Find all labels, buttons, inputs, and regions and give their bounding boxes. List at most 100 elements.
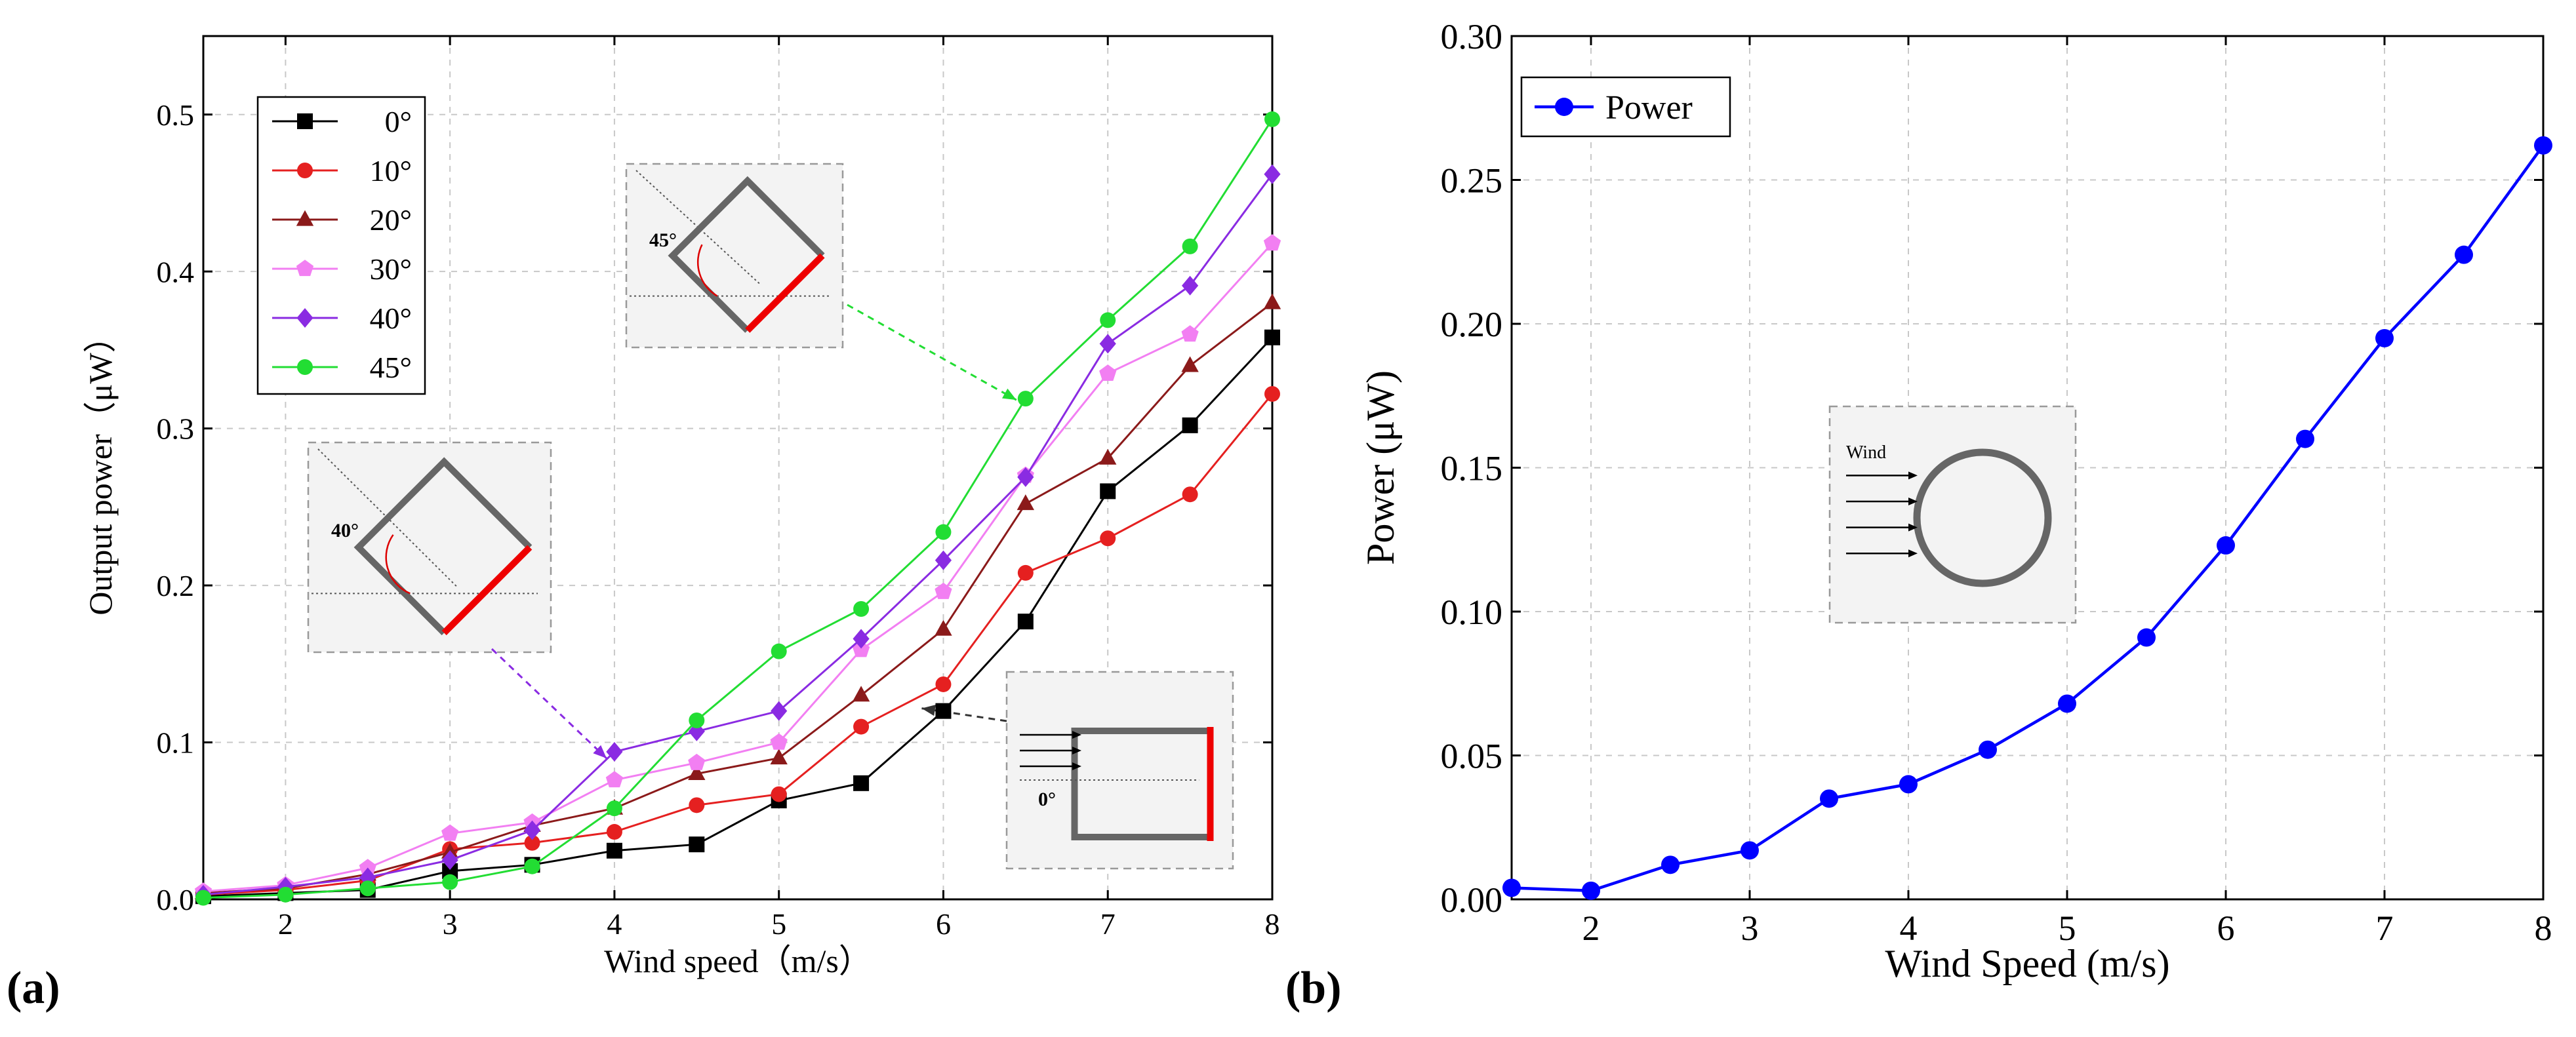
- data-point: [1099, 334, 1116, 354]
- x-tick-label: 4: [1900, 909, 1918, 948]
- data-point: [1017, 391, 1034, 407]
- wind-arrow-head: [1072, 731, 1081, 739]
- legend-marker: [297, 163, 313, 178]
- data-point: [853, 718, 870, 735]
- data-point: [688, 753, 706, 770]
- x-tick-label: 5: [2059, 909, 2076, 948]
- data-point: [935, 550, 952, 570]
- legend-label: 45°: [370, 351, 412, 384]
- x-tick-label: 3: [1741, 909, 1759, 948]
- x-tick-label: 4: [607, 907, 622, 941]
- inset-45: 45°: [625, 163, 844, 349]
- data-point: [1264, 164, 1281, 184]
- y-tick-label: 0.30: [1441, 17, 1503, 56]
- data-point: [606, 842, 622, 859]
- data-point: [1264, 111, 1280, 127]
- legend-box: [256, 96, 426, 395]
- data-point: [441, 850, 458, 871]
- legend-item: 10°: [272, 154, 412, 187]
- data-point: [1017, 467, 1034, 487]
- data-point: [2534, 136, 2552, 155]
- y-tick-label: 0.20: [1441, 305, 1503, 344]
- x-tick-label: 2: [278, 907, 293, 941]
- inset-red-side: [745, 253, 825, 333]
- data-point: [524, 858, 540, 874]
- inset-square: [353, 457, 533, 636]
- inset-red-side: [441, 545, 533, 636]
- data-point: [1582, 881, 1600, 900]
- inset-pointer-arrow: [491, 648, 607, 759]
- legend-label: 0°: [385, 105, 412, 138]
- series-40°: [195, 164, 1281, 905]
- legend-label: 30°: [370, 252, 412, 286]
- x-tick-label: 7: [2376, 909, 2394, 948]
- wind-arrow-head: [1908, 471, 1918, 480]
- data-point: [442, 874, 458, 890]
- data-point: [1502, 878, 1521, 897]
- legend-marker: [1555, 98, 1573, 116]
- data-point: [1182, 275, 1199, 296]
- data-point: [770, 749, 788, 765]
- y-tick-label: 0.3: [157, 412, 195, 446]
- legend-label: 40°: [370, 302, 412, 335]
- x-tick-label: 8: [1265, 907, 1280, 941]
- y-tick-label: 0.25: [1441, 161, 1503, 200]
- chart-a: 2 3 4 5 6 7 8 0.0 0.1 0.2 0.3 0.4 0.5 45° 40° 0° 0° 10° 20…: [7, 35, 1281, 1013]
- data-point: [1263, 293, 1281, 309]
- data-point: [2137, 628, 2156, 647]
- data-point: [359, 880, 376, 897]
- y-tick-label: 0.2: [157, 569, 195, 602]
- chart-b: 2 3 4 5 6 7 8 0.00 0.05 0.10 0.15 0.20 0.25 0.30 Power…: [1285, 17, 2552, 1013]
- legend: Power: [1520, 76, 1731, 138]
- series-line: [1511, 144, 2545, 893]
- inset-circle: Wind: [1828, 405, 2077, 624]
- data-point: [935, 676, 952, 692]
- data-point: [853, 629, 870, 649]
- data-point: [935, 619, 952, 636]
- data-point: [2375, 328, 2394, 347]
- legend-item: 20°: [272, 203, 412, 237]
- data-point: [1181, 356, 1199, 372]
- legend-label: Power: [1605, 89, 1693, 127]
- legend-marker: [297, 113, 313, 129]
- y-tick-label: 0.5: [157, 98, 195, 132]
- data-point: [606, 741, 623, 762]
- series-line: [203, 173, 1274, 896]
- data-point: [1979, 740, 1997, 759]
- data-point: [1099, 448, 1117, 465]
- x-tick-label: 3: [443, 907, 458, 941]
- data-point: [935, 582, 952, 599]
- x-tick-label: 7: [1100, 907, 1116, 941]
- data-point: [770, 733, 788, 750]
- series-Power: [1502, 136, 2552, 900]
- data-point: [689, 713, 705, 729]
- wind-arrow-head: [1908, 498, 1918, 505]
- data-point: [1263, 234, 1281, 251]
- inset-pointer-head: [593, 745, 607, 758]
- y-axis-label: Output power（μW）: [82, 320, 119, 615]
- data-point: [195, 890, 211, 906]
- data-point: [605, 771, 624, 788]
- x-tick-label: 2: [1582, 909, 1600, 948]
- series-45°: [195, 111, 1280, 906]
- data-point: [1182, 486, 1198, 503]
- data-point: [1017, 564, 1034, 581]
- data-point: [1100, 312, 1116, 328]
- data-point: [2217, 536, 2235, 555]
- series-line: [203, 243, 1274, 893]
- inset-pointer-arrow: [847, 303, 1017, 401]
- data-point: [1181, 325, 1199, 342]
- y-tick-label: 0.05: [1441, 736, 1503, 775]
- inset-angle-label: 0°: [1038, 789, 1056, 810]
- data-point: [1264, 329, 1280, 345]
- legend-marker: [296, 210, 314, 226]
- data-point: [1016, 494, 1035, 511]
- inset-pointer-head: [1001, 388, 1016, 401]
- inset-square: [1071, 728, 1211, 840]
- x-tick-label: 6: [936, 907, 951, 941]
- y-tick-label: 0.15: [1441, 448, 1503, 488]
- panel-label-b: (b): [1285, 963, 1342, 1013]
- inset-0: 0°: [1005, 671, 1234, 870]
- data-point: [2058, 694, 2076, 713]
- data-point: [935, 703, 952, 719]
